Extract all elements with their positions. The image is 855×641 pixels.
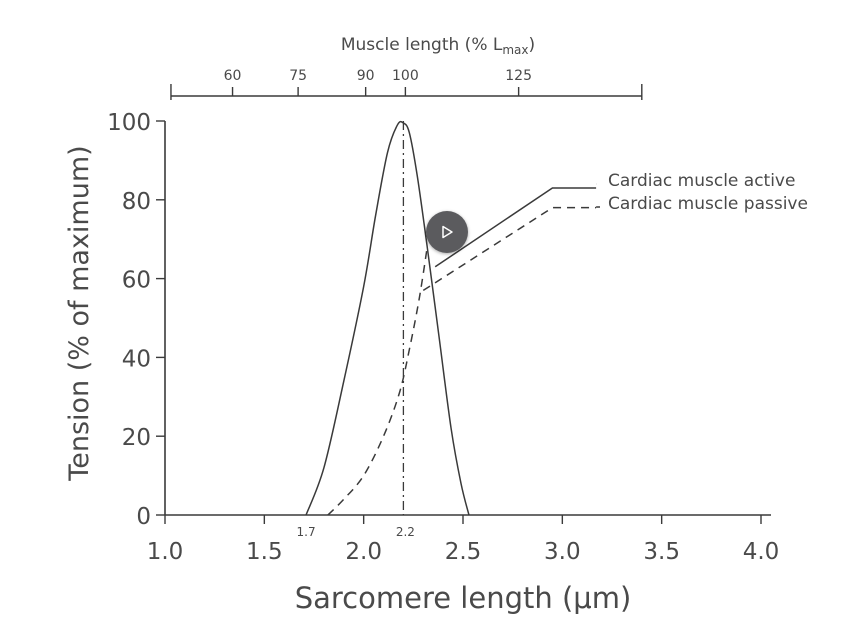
series-active-plateau: [434, 187, 597, 268]
x-tick-label: 2.0: [345, 539, 382, 565]
y-tick-label: 40: [122, 346, 151, 372]
x-tick-label: 1.0: [147, 539, 184, 565]
y-axis-ticks: 0 20 40 60 80 100: [107, 110, 165, 530]
x-tick-label: 2.5: [445, 539, 482, 565]
legend: Cardiac muscle active Cardiac muscle pas…: [596, 171, 808, 214]
x-extra-label: 2.2: [396, 525, 415, 539]
top-tick-label: 100: [392, 68, 419, 84]
x-tick-label: 3.0: [544, 539, 581, 565]
play-button[interactable]: [426, 211, 468, 253]
x-axis-ticks: 1.0 1.5 2.0 2.5 3.0 3.5 4.0: [147, 515, 780, 565]
top-axis: Muscle length (% Lmax) 60 75 90 100 125: [170, 35, 643, 100]
top-tick-label: 60: [224, 68, 242, 84]
x-axis-title: Sarcomere length (μm): [295, 581, 632, 615]
series-passive-plateau: [422, 206, 597, 292]
legend-label-active: Cardiac muscle active: [608, 171, 795, 191]
legend-label-passive: Cardiac muscle passive: [608, 194, 808, 214]
x-tick-label: 3.5: [643, 539, 680, 565]
x-tick-label: 4.0: [743, 539, 780, 565]
top-tick-label: 90: [357, 68, 375, 84]
y-tick-label: 20: [122, 425, 151, 451]
x-axis-extra-labels: 1.7 2.2: [297, 525, 415, 539]
top-axis-title: Muscle length (% Lmax): [341, 35, 535, 57]
y-tick-label: 80: [122, 189, 151, 215]
top-tick-label: 125: [505, 68, 532, 84]
series-layer: [305, 120, 597, 516]
y-tick-label: 0: [136, 504, 151, 530]
series-passive-curve: [327, 246, 428, 516]
y-axis-title: Tension (% of maximum): [64, 145, 95, 481]
x-extra-label: 1.7: [297, 525, 316, 539]
y-tick-label: 100: [107, 110, 151, 136]
play-icon: [442, 225, 453, 239]
series-active-curve: [305, 120, 470, 516]
top-tick-label: 75: [289, 68, 307, 84]
x-tick-label: 1.5: [246, 539, 283, 565]
top-axis-ticks: 60 75 90 100 125: [224, 68, 532, 96]
y-tick-label: 60: [122, 268, 151, 294]
